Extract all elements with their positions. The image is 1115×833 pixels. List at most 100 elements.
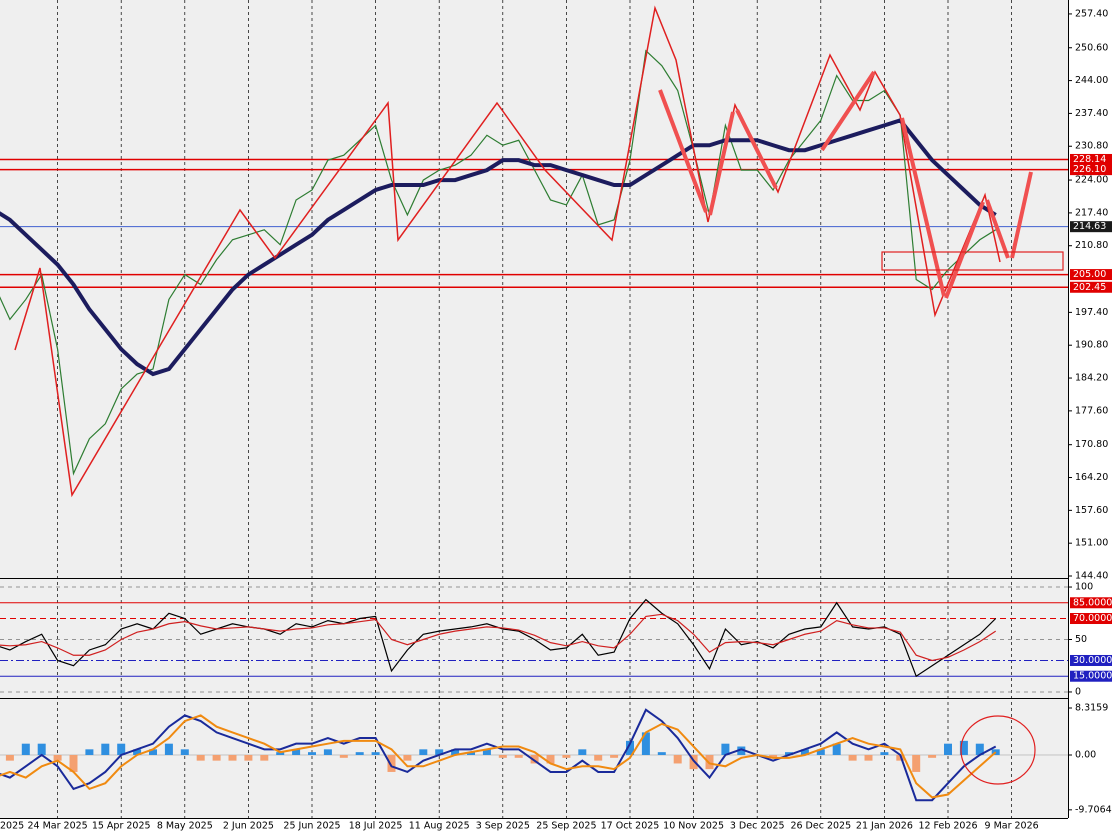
histogram-bar bbox=[292, 749, 301, 755]
x-tick-label: 2 Jun 2025 bbox=[223, 821, 274, 832]
y-tick-label: 230.80 bbox=[1075, 141, 1108, 152]
histogram-bar bbox=[880, 752, 889, 755]
y-tick-label: 100 bbox=[1075, 582, 1093, 593]
y-tick-label: 210.80 bbox=[1075, 240, 1108, 251]
marks bbox=[0, 0, 1068, 818]
x-tick-label: 3 Dec 2025 bbox=[730, 821, 785, 832]
y-tick-label: 8.3159 bbox=[1075, 702, 1108, 713]
y-tick-label: 144.40 bbox=[1075, 571, 1108, 582]
arrows bbox=[658, 70, 1033, 299]
y-tick-label: 244.00 bbox=[1075, 75, 1108, 86]
histogram-bar bbox=[864, 754, 873, 761]
histogram-bar bbox=[562, 754, 571, 758]
histogram-bar bbox=[975, 743, 984, 755]
histogram-bar bbox=[482, 749, 491, 755]
y-tick-label: 217.40 bbox=[1075, 207, 1108, 218]
histogram-bar bbox=[308, 752, 316, 755]
histogram-bar bbox=[387, 754, 396, 772]
histogram-bar bbox=[244, 754, 253, 761]
y-tick-label: 0 bbox=[1075, 686, 1081, 697]
histogram-bar bbox=[355, 752, 364, 755]
zone-box bbox=[881, 251, 1064, 271]
histogram-bar bbox=[641, 732, 650, 755]
y-tick-label: 151.00 bbox=[1075, 538, 1108, 549]
level-label: 228.14 bbox=[1073, 154, 1106, 165]
histogram-bar bbox=[769, 754, 778, 758]
x-tick-label: 18 Jul 2025 bbox=[349, 821, 403, 832]
histogram-bar bbox=[339, 754, 348, 758]
x-tick-label: 15 Apr 2025 bbox=[92, 821, 151, 832]
histogram-bar bbox=[848, 754, 857, 761]
level-label-bg bbox=[1070, 597, 1112, 609]
histogram-bar bbox=[800, 749, 809, 755]
x-tick-label: 9 Mar 2026 bbox=[985, 821, 1039, 832]
histogram-bar bbox=[133, 749, 142, 755]
x-tick-label: 2025 bbox=[0, 821, 24, 832]
x-tick-label: 17 Oct 2025 bbox=[601, 821, 660, 832]
x-tick-label: 26 Dec 2025 bbox=[790, 821, 851, 832]
level-label-bg bbox=[1070, 221, 1112, 233]
histogram-bar bbox=[546, 754, 555, 764]
histogram-bar bbox=[260, 754, 269, 761]
plot-background bbox=[0, 0, 1068, 818]
histogram-bar bbox=[912, 754, 921, 772]
level-label: 85.0000 bbox=[1073, 597, 1112, 608]
y-tick-label: 164.20 bbox=[1075, 472, 1108, 483]
y-tick-label: 0.00 bbox=[1075, 749, 1096, 760]
y-tick-label: 224.00 bbox=[1075, 175, 1108, 186]
level-label: 214.63 bbox=[1073, 221, 1106, 232]
histogram-bar bbox=[498, 754, 507, 758]
annotations bbox=[14, 5, 1064, 785]
y-tick-label: 50 bbox=[1075, 634, 1087, 645]
histogram-bar bbox=[85, 749, 94, 755]
level-label: 15.0000 bbox=[1073, 671, 1112, 682]
histogram-bar bbox=[816, 749, 825, 755]
histogram-bar bbox=[164, 743, 173, 755]
level-label-bg bbox=[1070, 613, 1112, 625]
x-tick-label: 21 Jan 2026 bbox=[856, 821, 913, 832]
histogram-bar bbox=[419, 749, 428, 755]
y-tick-label: 184.20 bbox=[1075, 373, 1108, 384]
histogram-bar bbox=[657, 752, 666, 755]
histogram-bar bbox=[530, 754, 539, 764]
histogram-bar bbox=[928, 754, 937, 758]
series-line bbox=[0, 49, 997, 476]
histogram-bar bbox=[212, 754, 221, 761]
x-tick-label: 3 Sep 2025 bbox=[476, 821, 530, 832]
histogram-bar bbox=[451, 749, 460, 755]
x-tick-label: 24 Mar 2025 bbox=[27, 821, 87, 832]
y-tick-label: 157.60 bbox=[1075, 505, 1108, 516]
histogram-bar bbox=[69, 754, 78, 772]
histogram-bar bbox=[578, 749, 587, 755]
level-label: 70.0000 bbox=[1073, 613, 1112, 624]
histogram-bar bbox=[276, 752, 285, 755]
y-tick-label: -9.7064 bbox=[1075, 804, 1112, 815]
histogram-bar bbox=[196, 754, 205, 761]
histogram-bar bbox=[785, 752, 793, 755]
histogram-bar bbox=[117, 743, 126, 755]
histogram-bar bbox=[435, 749, 444, 755]
histogram-bar bbox=[626, 740, 634, 755]
y-tick-label: 190.80 bbox=[1075, 340, 1108, 351]
level-label: 226.10 bbox=[1073, 164, 1106, 175]
y-tick-label: 197.40 bbox=[1075, 307, 1108, 318]
x-tick-label: 25 Sep 2025 bbox=[536, 821, 596, 832]
y-tick-label: 250.60 bbox=[1075, 42, 1108, 53]
level-label-bg bbox=[1070, 670, 1112, 682]
level-label: 202.45 bbox=[1073, 282, 1106, 293]
histogram-bar bbox=[737, 746, 746, 755]
histogram-bar bbox=[37, 743, 46, 755]
series-line bbox=[0, 708, 997, 802]
histogram-bar bbox=[149, 749, 157, 755]
histogram-bar bbox=[959, 740, 968, 755]
level-label-bg bbox=[1070, 654, 1112, 666]
highlight-circle bbox=[960, 715, 1036, 785]
y-tick-label: 237.40 bbox=[1075, 108, 1108, 119]
x-tick-label: 8 May 2025 bbox=[157, 821, 213, 832]
level-label: 205.00 bbox=[1073, 269, 1106, 280]
y-tick-label: 257.40 bbox=[1075, 8, 1108, 19]
histogram-bar bbox=[228, 754, 237, 761]
y-tick-label: 170.80 bbox=[1075, 439, 1108, 450]
level-label-bg bbox=[1070, 269, 1112, 281]
